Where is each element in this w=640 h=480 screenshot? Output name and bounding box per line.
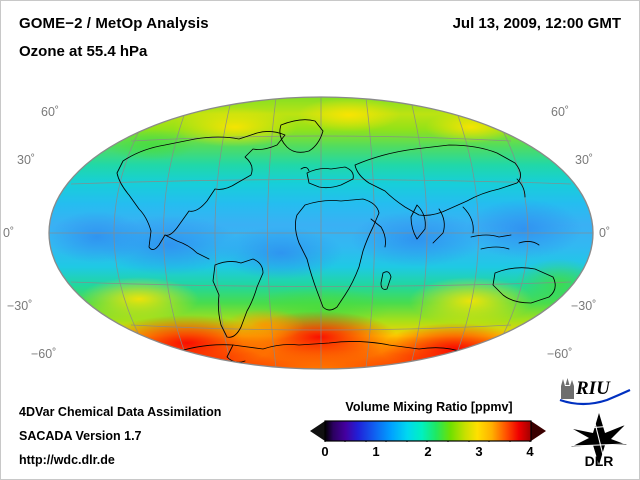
page-subtitle: Ozone at 55.4 hPa	[19, 43, 148, 60]
colorbar-tick-0: 0	[321, 444, 329, 459]
dlr-wordmark: DLR	[585, 453, 614, 469]
method-label: 4DVar Chemical Data Assimilation	[19, 405, 222, 419]
version-label: SACADA Version 1.7	[19, 429, 142, 443]
colorbar-tick-2: 2	[424, 444, 432, 459]
riu-logo: RIU	[559, 378, 631, 406]
lat-label-left-m60: −60˚	[31, 347, 57, 361]
colorbar-tick-3: 3	[475, 444, 483, 459]
colorbar	[309, 420, 547, 446]
coastlines	[116, 119, 586, 363]
lat-label-left-30: 30˚	[17, 153, 36, 167]
lat-label-right-60: 60˚	[551, 105, 570, 119]
lat-label-left-m30: −30˚	[7, 299, 33, 313]
colorbar-tick-4: 4	[526, 444, 534, 459]
riu-tower-icon	[561, 378, 574, 399]
lat-label-left-0: 0˚	[3, 226, 15, 240]
lat-label-right-m60: −60˚	[547, 347, 573, 361]
lat-label-left-60: 60˚	[41, 105, 60, 119]
colorbar-gradient	[325, 421, 531, 441]
page-title: GOME−2 / MetOp Analysis	[19, 15, 209, 32]
map-canvas	[48, 96, 594, 370]
world-map: 60˚ 30˚ 0˚ −30˚ −60˚ 60˚ 30˚ 0˚ −30˚ −60…	[3, 87, 623, 387]
colorbar-tick-1: 1	[372, 444, 380, 459]
colorbar-svg	[310, 420, 546, 446]
colorbar-title: Volume Mixing Ratio [ppmv]	[345, 400, 513, 414]
riu-wordmark: RIU	[575, 378, 611, 399]
lat-label-right-m30: −30˚	[571, 299, 597, 313]
lat-label-right-0: 0˚	[599, 226, 611, 240]
url-label[interactable]: http://wdc.dlr.de	[19, 453, 115, 467]
dlr-logo: DLR	[571, 413, 627, 469]
colorbar-frame	[324, 420, 532, 442]
riu-swoosh-icon	[559, 388, 631, 406]
lat-label-right-30: 30˚	[575, 153, 594, 167]
globe-outline	[48, 96, 594, 370]
dlr-star-icon	[571, 413, 627, 465]
timestamp-label: Jul 13, 2009, 12:00 GMT	[452, 15, 621, 32]
colorbar-arrow-left	[310, 421, 325, 441]
colorbar-tick-labels: 0 1 2 3 4	[309, 444, 547, 464]
colorbar-arrow-right	[531, 421, 546, 441]
